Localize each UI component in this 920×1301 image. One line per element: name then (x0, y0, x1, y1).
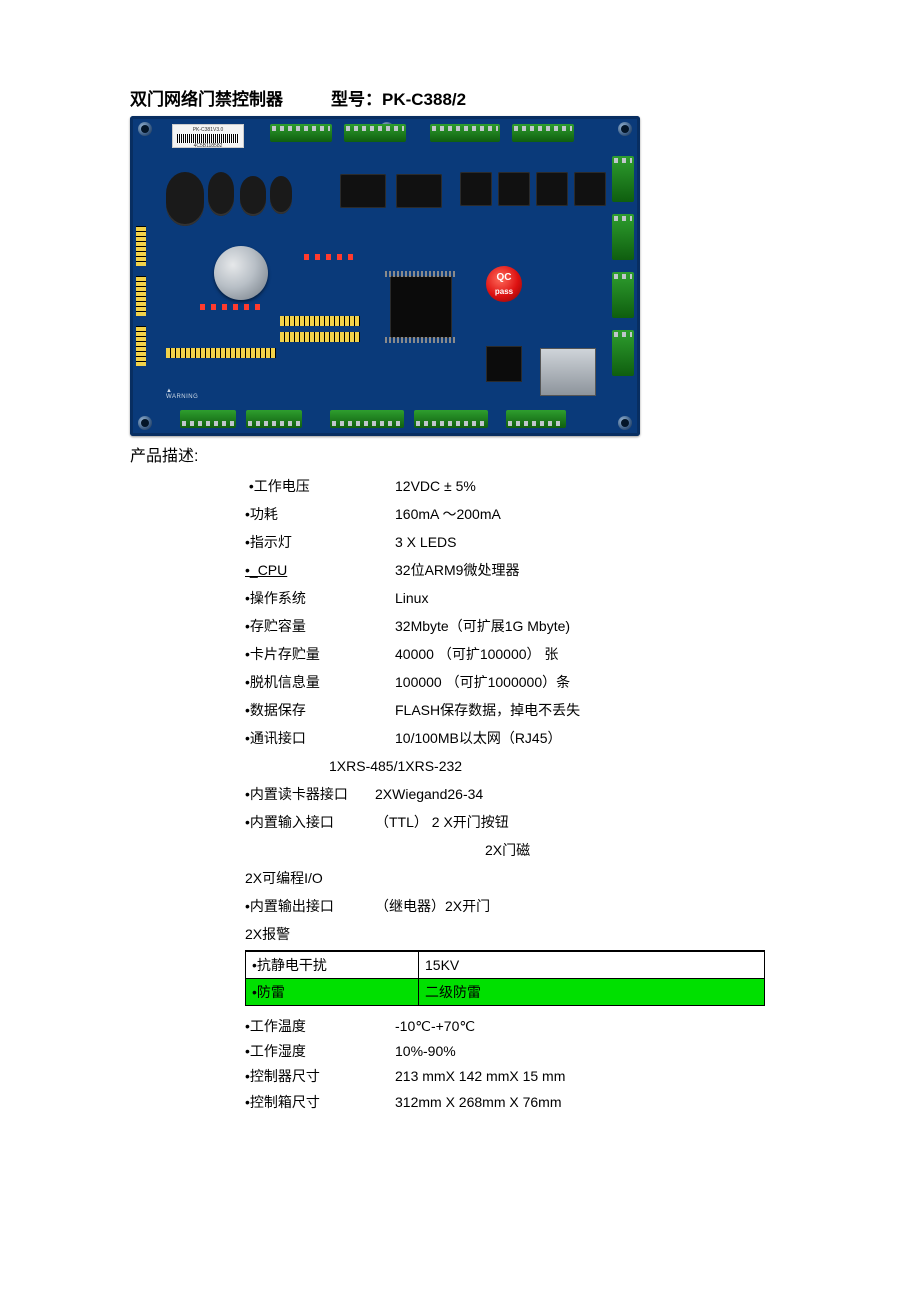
spec-row: •数据保存FLASH保存数据，掉电不丢失 (245, 696, 790, 724)
spec-row: •操作系统Linux (245, 584, 790, 612)
spec-value: （TTL） 2 X开门按钮 (375, 808, 790, 836)
spec-flush-value: 2X报警 (245, 920, 290, 948)
spec-label: •内置输出接口 (245, 892, 395, 920)
spec-label: •工作温度 (245, 1014, 395, 1039)
spec-value: 312mm X 268mm X 76mm (395, 1090, 790, 1115)
spec-row: 2X报警 (245, 920, 790, 948)
rj45-jack (540, 348, 596, 396)
spec-sub-value: 1XRS-485/1XRS-232 (329, 752, 462, 780)
pcb-board-image: PK-C381V3.0 4C5B118582 QC (130, 116, 640, 436)
spec-row: •工作温度-10℃-+70℃ (245, 1014, 790, 1039)
coin-battery (214, 246, 268, 300)
spec-row: •功耗160mA ～200mA (245, 500, 790, 528)
spec-row: •内置输入接口（TTL） 2 X开门按钮 (245, 808, 790, 836)
pcb-sticker: PK-C381V3.0 4C5B118582 (172, 124, 244, 148)
spec-label: •操作系统 (245, 584, 395, 612)
spec-table-value: 15KV (419, 952, 765, 979)
qc-pass-sticker: QC pass (486, 266, 522, 302)
spec-label: •功耗 (245, 500, 395, 528)
spec-row: •存贮容量32Mbyte（可扩展1G Mbyte) (245, 612, 790, 640)
spec-label: •指示灯 (245, 528, 395, 556)
spec-row: •内置读卡器接口2XWiegand26-34 (245, 780, 790, 808)
spec-row: 2X门磁 (245, 836, 790, 864)
spec-row: •_CPU32位ARM9微处理器 (245, 556, 790, 584)
spec-value: 40000 （可扩100000） 张 (395, 640, 790, 668)
spec-value: 32位ARM9微处理器 (395, 556, 790, 584)
spec-row: •内置输出接口（继电器）2X开门 (245, 892, 790, 920)
spec-row: •通讯接口10/100MB以太网（RJ45） (245, 724, 790, 752)
mcu-chip (390, 276, 452, 338)
spec-table-label: •防雷 (246, 979, 419, 1006)
spec-row: •控制箱尺寸 312mm X 268mm X 76mm (245, 1090, 790, 1115)
spec-table: •抗静电干扰15KV•防雷二级防雷 (245, 951, 765, 1006)
title-row: 双门网络门禁控制器 型号： PK-C388/2 (130, 85, 790, 110)
spec-row: •工作电压12VDC ± 5% (245, 472, 790, 500)
spec-sub-value: 2X门磁 (485, 836, 530, 864)
spec-label: •通讯接口 (245, 724, 395, 752)
spec-label: •内置读卡器接口 (245, 780, 395, 808)
spec-value: FLASH保存数据，掉电不丢失 (395, 696, 790, 724)
spec-flush-value: 2X可编程I/O (245, 864, 323, 892)
spec-value: 3 X LEDS (395, 528, 790, 556)
spec-label: •控制器尺寸 (245, 1064, 395, 1089)
product-name: 双门网络门禁控制器 (130, 85, 283, 110)
spec-value: 12VDC ± 5% (395, 472, 790, 500)
spec-value: 10%-90% (395, 1039, 790, 1064)
spec-value: 2XWiegand26-34 (375, 780, 790, 808)
spec-label: •_CPU (245, 556, 395, 584)
spec-label: •工作电压 (245, 472, 395, 500)
spec-row: 2X可编程I/O (245, 864, 790, 892)
spec-value: Linux (395, 584, 790, 612)
spec-list: •工作电压12VDC ± 5%•功耗160mA ～200mA•指示灯3 X LE… (245, 472, 790, 948)
spec-label: •脱机信息量 (245, 668, 395, 696)
spec-value: （继电器）2X开门 (375, 892, 790, 920)
spec-table-label: •抗静电干扰 (246, 952, 419, 979)
spec-row: 1XRS-485/1XRS-232 (245, 752, 790, 780)
spec-table-row: •防雷二级防雷 (246, 979, 765, 1006)
spec-label: •存贮容量 (245, 612, 395, 640)
sticker-serial: 4C5B118582 (173, 143, 243, 149)
spec-row: •控制器尺寸213 mmX 142 mmX 15 mm (245, 1064, 790, 1089)
sticker-model: PK-C381V3.0 (173, 127, 243, 133)
spec-value: 213 mmX 142 mmX 15 mm (395, 1064, 790, 1089)
spec-list-2: •工作温度-10℃-+70℃•工作湿度10%-90%•控制器尺寸213 mmX … (245, 1014, 790, 1115)
spec-value: 160mA ～200mA (395, 500, 790, 528)
spec-label: •数据保存 (245, 696, 395, 724)
spec-label: •内置输入接口 (245, 808, 395, 836)
model-label: 型号： (331, 85, 382, 110)
document-page: 双门网络门禁控制器 型号： PK-C388/2 PK-C381V3.0 4C5B… (0, 0, 920, 1175)
spec-value: 10/100MB以太网（RJ45） (395, 724, 790, 752)
spec-value: -10℃-+70℃ (395, 1014, 790, 1039)
spec-label: •控制箱尺寸 (245, 1090, 395, 1115)
model-value: PK-C388/2 (382, 90, 466, 110)
spec-label: •卡片存贮量 (245, 640, 395, 668)
spec-row: •工作湿度10%-90% (245, 1039, 790, 1064)
description-heading: 产品描述: (130, 442, 790, 466)
spec-value: 32Mbyte（可扩展1G Mbyte) (395, 612, 790, 640)
spec-table-value: 二级防雷 (419, 979, 765, 1006)
spec-row: •卡片存贮量40000 （可扩100000） 张 (245, 640, 790, 668)
spec-value: 100000 （可扩1000000）条 (395, 668, 790, 696)
spec-label: •工作湿度 (245, 1039, 395, 1064)
spec-row: •指示灯3 X LEDS (245, 528, 790, 556)
spec-table-row: •抗静电干扰15KV (246, 952, 765, 979)
spec-row: •脱机信息量100000 （可扩1000000）条 (245, 668, 790, 696)
